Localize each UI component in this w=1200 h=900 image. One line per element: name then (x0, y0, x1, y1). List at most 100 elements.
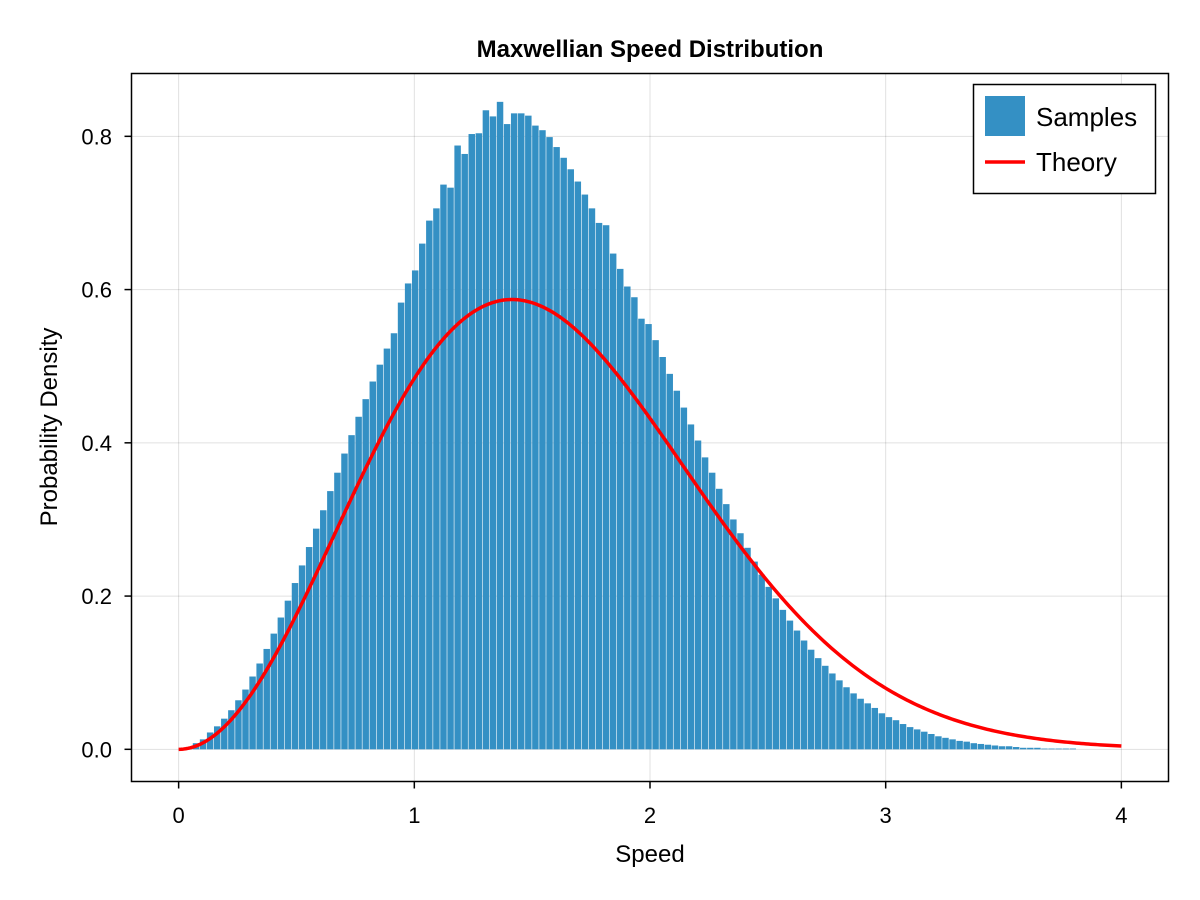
histogram-bar (624, 286, 631, 750)
histogram-bar (822, 665, 829, 750)
histogram-bar (609, 253, 617, 750)
histogram-bar (348, 435, 355, 750)
x-tick-label: 3 (880, 803, 892, 828)
histogram-bar (659, 357, 666, 750)
histogram-bar (645, 324, 652, 750)
histogram-bar (369, 381, 377, 750)
histogram-bar (843, 687, 850, 750)
histogram-bar (956, 740, 963, 750)
histogram-bar (680, 407, 688, 750)
histogram-bar (970, 743, 977, 750)
x-tick-label: 4 (1115, 803, 1127, 828)
histogram-bar (440, 184, 447, 750)
histogram-bar (327, 491, 334, 750)
histogram-bar (256, 663, 263, 750)
histogram-bar (935, 736, 942, 750)
histogram-bar (1027, 747, 1034, 750)
histogram-bar (228, 710, 235, 750)
histogram-bar (461, 153, 468, 750)
histogram-bar (1055, 748, 1062, 750)
histogram-bar (263, 648, 270, 750)
histogram-bar (376, 364, 384, 750)
histogram-bar (581, 194, 589, 750)
histogram-bar (539, 130, 546, 750)
histogram-bar (758, 574, 765, 750)
x-axis-ticks: 0 1 2 3 4 (173, 781, 1127, 828)
histogram-bar (963, 741, 970, 750)
histogram-bar (397, 302, 405, 750)
histogram-bar (673, 390, 681, 750)
histogram-bar (475, 133, 483, 750)
histogram-bar (1020, 747, 1027, 750)
theory-line (178, 297, 1122, 752)
histogram-bar (928, 733, 935, 750)
histogram-bar (772, 598, 780, 750)
histogram-bar (270, 633, 278, 750)
histogram-bar (1041, 748, 1048, 750)
histogram-bar (305, 547, 313, 750)
histogram-bar (1034, 747, 1041, 750)
histogram-bar (1048, 748, 1055, 750)
histogram-bar (715, 488, 723, 750)
histogram-bar (284, 600, 292, 750)
histogram-bar (977, 743, 985, 750)
histogram-bar (249, 676, 256, 750)
histogram-bar (723, 504, 730, 750)
histogram-bar (468, 134, 475, 750)
histogram-bar (744, 547, 751, 750)
histogram-bar (291, 583, 299, 750)
legend: Samples Theory (972, 83, 1157, 195)
histogram-bar (355, 416, 362, 750)
histogram-bar (807, 649, 815, 750)
histogram-bar (730, 519, 737, 750)
histogram-bar (814, 658, 822, 750)
histogram-bar (602, 225, 610, 750)
histogram-bar (708, 472, 716, 750)
histogram-bar (949, 739, 956, 750)
histogram-bar (899, 724, 907, 750)
histogram-bar (362, 399, 369, 750)
histogram-bar (235, 700, 242, 750)
histogram-bar (277, 617, 285, 750)
histogram-bar (213, 726, 221, 750)
histogram-bar (320, 510, 327, 750)
histogram-bar (885, 717, 893, 750)
x-tick-label: 2 (644, 803, 656, 828)
histogram-bar (433, 208, 440, 750)
histogram-bar (489, 116, 497, 750)
histogram-bar (411, 270, 419, 750)
histogram-bar (595, 222, 603, 750)
histogram-bar (518, 113, 525, 750)
histogram-bar (687, 424, 695, 750)
x-axis-label: Speed (615, 841, 684, 868)
histogram-bar (546, 137, 553, 750)
histogram-bar (921, 731, 928, 750)
histogram-bar (341, 453, 348, 750)
histogram-bar (1005, 746, 1013, 750)
histogram-bar (510, 113, 518, 750)
histogram-bar (560, 157, 567, 750)
histogram-bar (701, 457, 709, 750)
histogram-bar (312, 528, 320, 750)
histogram-bar (553, 147, 560, 750)
histogram-bar (666, 373, 673, 750)
histogram-bar (454, 145, 461, 750)
histogram-bar (298, 565, 306, 750)
histogram-bar (836, 680, 843, 750)
y-tick-label: 0.4 (81, 431, 112, 456)
histogram-bar (864, 703, 871, 750)
chart-title: Maxwellian Speed Distribution (477, 36, 824, 63)
x-tick-label: 1 (408, 803, 420, 828)
histogram-bar (496, 101, 504, 750)
histogram-bar (1062, 748, 1069, 750)
histogram-bar (857, 698, 864, 750)
histogram-bar (984, 744, 992, 750)
histogram-bar (942, 737, 949, 750)
histogram-bar (786, 620, 794, 750)
histogram-bar (850, 693, 857, 750)
histogram-bar (652, 340, 659, 750)
histogram-bar (991, 745, 999, 750)
histogram-bar (694, 440, 702, 750)
histogram-bar (574, 181, 582, 750)
histogram-bar (631, 297, 638, 750)
